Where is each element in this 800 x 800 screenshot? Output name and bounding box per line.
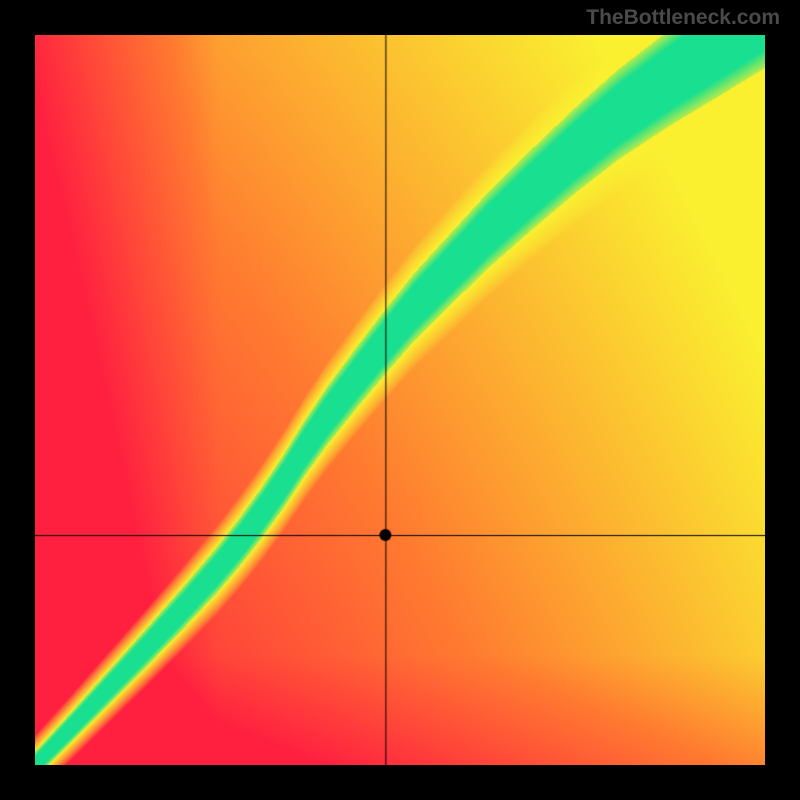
watermark-text: TheBottleneck.com xyxy=(586,6,780,30)
heatmap-canvas xyxy=(35,35,765,765)
chart-container: TheBottleneck.com xyxy=(0,0,800,800)
plot-area xyxy=(35,35,765,765)
